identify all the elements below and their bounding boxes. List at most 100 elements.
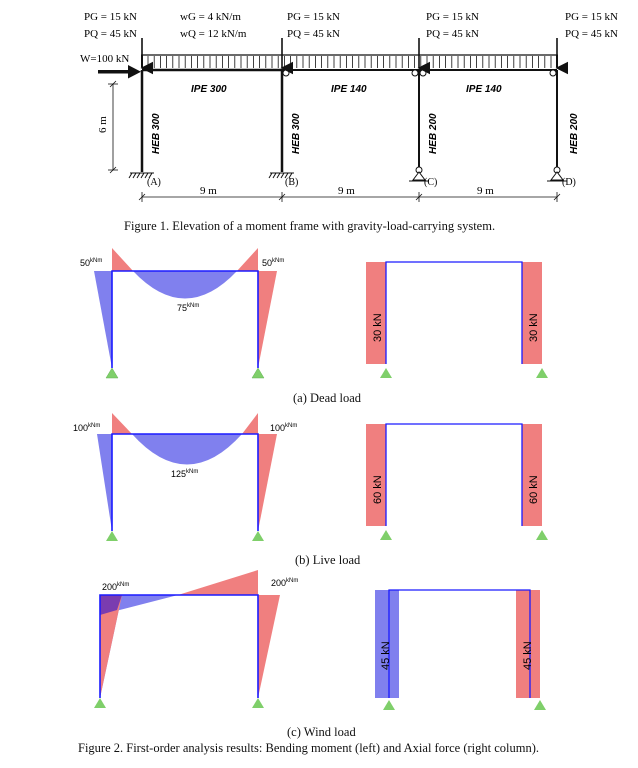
span-bc-label: 9 m: [338, 185, 355, 197]
wind-load-arrow: [98, 65, 141, 79]
c-pq-label: PQ = 45 kN: [426, 28, 479, 40]
support-b-label: (B): [285, 177, 298, 188]
distributed-wg-label: wG = 4 kN/m: [180, 11, 241, 23]
dead-moment-left-corner: [112, 248, 133, 271]
distributed-load-ticks: [147, 56, 552, 68]
support-d-pinned: [547, 171, 567, 182]
dead-moment-mid-label: 75kNm: [177, 303, 199, 313]
wind-axial-left-label: 45 kN: [380, 641, 392, 670]
distributed-wq-label: wQ = 12 kN/m: [180, 28, 247, 40]
d-pq-label: PQ = 45 kN: [565, 28, 618, 40]
live-support-left-icon: [106, 531, 118, 541]
column-d-section: HEB 200: [569, 113, 580, 154]
beam-cd-section: IPE 140: [466, 84, 502, 95]
wind-moment-beam-positive: [178, 570, 258, 595]
wind-axial-support-right-icon: [534, 700, 546, 710]
wind-load-caption: (c) Wind load: [287, 725, 356, 739]
support-a-label: (A): [147, 177, 161, 188]
live-moment-left-column: [97, 434, 112, 531]
dead-load-caption: (a) Dead load: [293, 391, 362, 405]
live-frame-outline: [111, 433, 259, 531]
figure1-frame: PG = 15 kN PQ = 45 kN wG = 4 kN/m wQ = 1…: [80, 11, 618, 202]
column-b-section: HEB 300: [291, 113, 302, 154]
live-load-axial-diagram: 60 kN 60 kN: [366, 423, 548, 540]
wind-load-moment-diagram: 200kNm 200kNm: [94, 570, 298, 708]
wind-axial-left-bar: [375, 590, 399, 698]
live-load-caption: (b) Live load: [295, 553, 361, 567]
support-a-fixed: [128, 172, 154, 179]
support-c-pinned: [409, 171, 429, 182]
live-axial-right-label: 60 kN: [528, 475, 540, 504]
wind-moment-left-column-positive: [100, 595, 122, 698]
dead-axial-left-label: 30 kN: [372, 313, 384, 342]
figure2-caption: Figure 2. First-order analysis results: …: [78, 741, 540, 755]
support-b-fixed: [268, 172, 294, 179]
live-moment-beam: [132, 434, 242, 465]
wind-load-label: W=100 kN: [80, 53, 129, 65]
live-moment-right-corner: [242, 413, 258, 434]
column-c-section: HEB 200: [428, 113, 439, 154]
distributed-load-arrows: [141, 54, 558, 67]
live-moment-right-column: [258, 434, 277, 531]
dead-moment-right-label: 50kNm: [262, 258, 284, 268]
live-axial-support-right-icon: [536, 530, 548, 540]
live-axial-support-left-icon: [380, 530, 392, 540]
dead-load-moment-diagram: 50kNm 50kNm 75kNm: [80, 248, 284, 379]
live-support-right-icon: [252, 531, 264, 541]
dead-axial-support-right-icon: [536, 368, 548, 378]
column-a-section: HEB 300: [151, 113, 162, 154]
support-d-label: (D): [562, 177, 576, 188]
wind-moment-left-label: 200kNm: [102, 582, 129, 592]
live-moment-left-corner: [112, 413, 132, 434]
wind-axial-frame-outline: [388, 589, 531, 698]
wind-frame-outline: [99, 594, 259, 698]
live-moment-left-label: 100kNm: [73, 423, 100, 433]
hinge-b-right: [282, 69, 290, 77]
height-dimension: [108, 80, 118, 174]
dead-moment-right-corner: [237, 248, 258, 271]
dead-support-left-icon: [105, 367, 119, 379]
live-axial-left-label: 60 kN: [372, 475, 384, 504]
hinge-c-right: [419, 69, 427, 77]
live-moment-mid-label: 125kNm: [171, 469, 198, 479]
c-pg-label: PG = 15 kN: [426, 11, 479, 23]
height-dimension-label: 6 m: [97, 116, 109, 133]
wind-axial-right-bar: [516, 590, 540, 698]
b-pg-label: PG = 15 kN: [287, 11, 340, 23]
live-axial-right-bar: [522, 424, 542, 526]
span-cd-label: 9 m: [477, 185, 494, 197]
dead-moment-left-column: [94, 271, 112, 368]
wind-moment-corner-overlap: [100, 595, 122, 615]
wind-load-axial-diagram: 45 kN 45 kN: [375, 589, 546, 710]
dead-axial-right-label: 30 kN: [528, 313, 540, 342]
figure1-caption: Figure 1. Elevation of a moment frame wi…: [124, 219, 496, 233]
wind-axial-right-label: 45 kN: [522, 641, 534, 670]
hinge-d-left: [549, 69, 557, 77]
live-moment-right-label: 100kNm: [270, 423, 297, 433]
dead-axial-support-left-icon: [380, 368, 392, 378]
wind-moment-right-column: [258, 595, 280, 698]
dead-moment-left-label: 50kNm: [80, 258, 102, 268]
dead-support-right-icon: [251, 367, 265, 379]
wind-moment-right-label: 200kNm: [271, 578, 298, 588]
dead-frame-outline: [111, 270, 259, 368]
beam-bc-section: IPE 140: [331, 84, 367, 95]
b-pq-label: PQ = 45 kN: [287, 28, 340, 40]
dead-moment-beam: [133, 271, 237, 299]
left-pg-label: PG = 15 kN: [84, 11, 137, 23]
dead-axial-left-bar: [366, 262, 386, 364]
live-axial-left-bar: [366, 424, 386, 526]
dead-axial-right-bar: [522, 262, 542, 364]
span-ab-label: 9 m: [200, 185, 217, 197]
hinge-c-left: [411, 69, 419, 77]
dead-load-axial-diagram: 30 kN 30 kN: [366, 261, 548, 378]
d-pg-label: PG = 15 kN: [565, 11, 618, 23]
dead-moment-right-column: [258, 271, 277, 368]
live-load-moment-diagram: 100kNm 100kNm 125kNm: [73, 413, 297, 541]
live-axial-frame-outline: [385, 423, 523, 526]
wind-axial-support-left-icon: [383, 700, 395, 710]
beam-ab-section: IPE 300: [191, 84, 227, 95]
support-c-label: (C): [424, 177, 437, 188]
span-dimensions: [138, 192, 561, 202]
